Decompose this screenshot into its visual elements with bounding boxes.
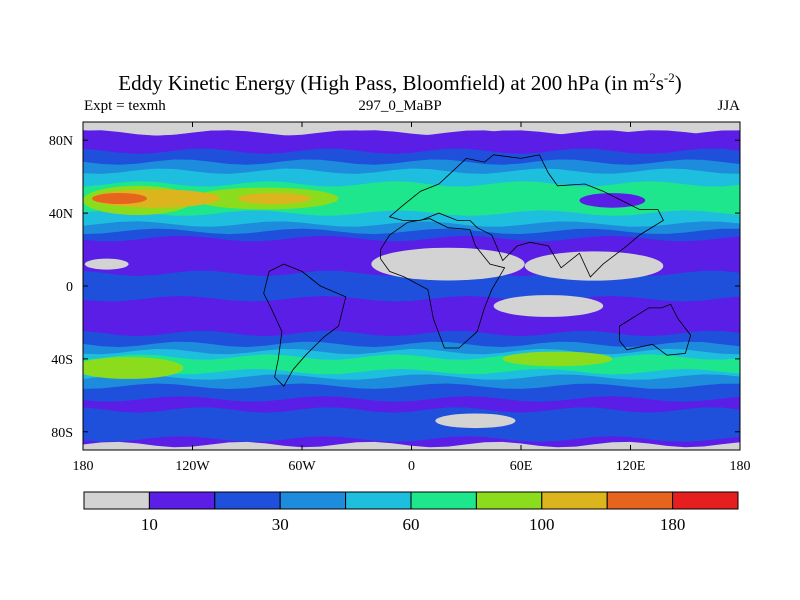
colorbar-swatch-6 (475, 491, 543, 510)
colorbar-swatch-4 (345, 491, 412, 510)
y-tick-label: 0 (66, 280, 73, 295)
contour-blob-12 (84, 258, 129, 270)
y-tick-label: 40S (51, 353, 73, 368)
x-tick-label: 60E (510, 459, 533, 474)
filled-contours (83, 122, 740, 450)
contour-blob-11 (435, 413, 516, 429)
y-tick-label: 80S (51, 426, 73, 441)
contour-band-5 (83, 354, 740, 375)
colorbar-swatch-1 (148, 491, 216, 510)
y-tick-label: 40N (49, 207, 73, 222)
colorbar-label: 180 (660, 515, 686, 534)
contour-band-0 (83, 122, 740, 136)
colorbar-swatch-7 (541, 491, 608, 510)
coastline-1 (380, 218, 506, 349)
colorbar-swatch-0 (83, 491, 150, 510)
coastline-3 (619, 303, 692, 356)
coastline-2 (263, 263, 347, 387)
y-tick-label: 80N (49, 134, 73, 149)
contour-blob-9 (524, 251, 664, 281)
x-tick-label: 180 (73, 459, 94, 474)
contour-blob-5 (238, 193, 312, 204)
coastline-0 (388, 154, 664, 278)
x-tick-label: 120W (175, 459, 210, 474)
contour-blob-1 (502, 351, 613, 367)
season-label: JJA (717, 98, 740, 114)
x-tick-label: 180 (730, 459, 751, 474)
colorbar-label: 30 (272, 515, 289, 534)
chart-title: Eddy Kinetic Energy (High Pass, Bloomfie… (118, 70, 682, 95)
colorbar-swatch-9 (672, 491, 739, 510)
experiment-label: Expt = texmh (84, 98, 166, 114)
contour-blob-10 (493, 295, 604, 317)
colorbar-swatch-8 (606, 491, 674, 510)
contour-blob-6 (92, 193, 147, 204)
x-tick-label: 0 (408, 459, 415, 474)
colorbar-label: 10 (141, 515, 158, 534)
colorbar-label: 60 (403, 515, 420, 534)
contour-blob-8 (371, 247, 525, 281)
colorbar-swatch-5 (410, 491, 477, 510)
colorbar-label: 100 (529, 515, 555, 534)
colorbar-swatch-2 (214, 491, 281, 510)
x-tick-label: 60W (288, 459, 316, 474)
coastline-outline (263, 154, 692, 387)
colorbar: 10 30 60 100 180 (83, 491, 739, 534)
case-label: 297_0_MaBP (358, 98, 442, 114)
axes: 180 120W 60W 0 60E 120E 180 80N 40N 0 40S 80S (49, 122, 751, 474)
colorbar-swatch-3 (279, 491, 347, 510)
x-tick-label: 120E (616, 459, 646, 474)
contour-blob-0 (83, 357, 184, 379)
contour-band-6 (83, 407, 740, 442)
contour-blob-7 (579, 193, 646, 208)
